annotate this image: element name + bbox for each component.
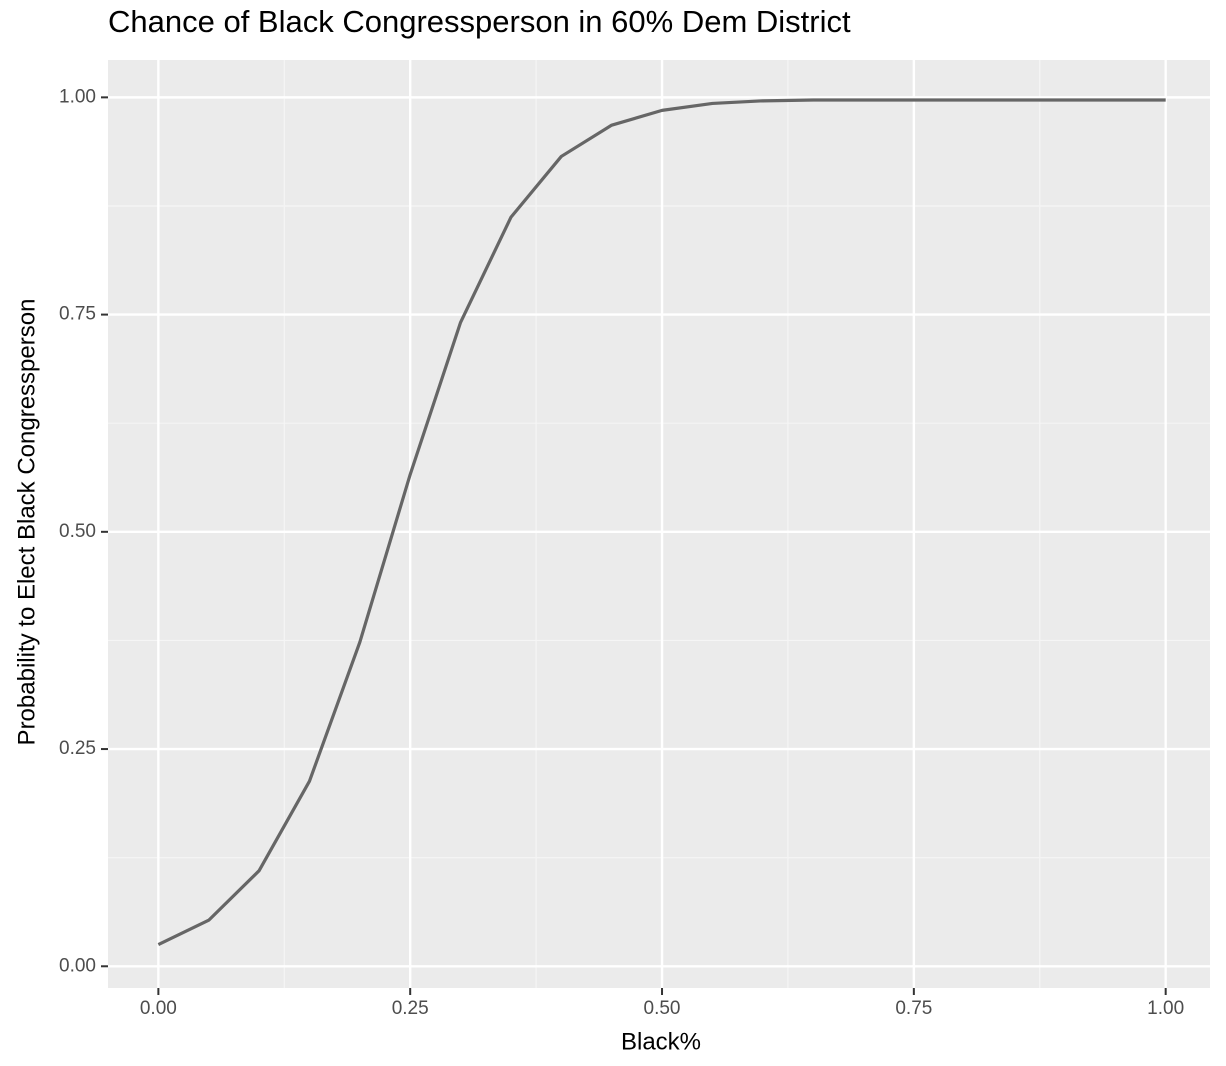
x-tick-label: 1.00 (1147, 998, 1184, 1019)
y-axis-title: Probability to Elect Black Congressperso… (13, 299, 40, 746)
chart-title: Chance of Black Congressperson in 60% De… (108, 4, 851, 39)
y-tick-label: 0.50 (59, 521, 96, 542)
x-tick-label: 0.25 (392, 998, 429, 1019)
data-line (157, 98, 1166, 946)
x-tick-label: 0.00 (140, 998, 177, 1019)
x-tick-label: 0.50 (644, 998, 681, 1019)
x-axis-title: Black% (621, 1028, 701, 1055)
y-tick-label: 1.00 (59, 86, 96, 107)
y-tick-label: 0.25 (59, 738, 96, 759)
plot-panel (108, 60, 1210, 988)
y-tick-label: 0.00 (59, 955, 96, 976)
x-tick-label: 0.75 (895, 998, 932, 1019)
y-tick-label: 0.75 (59, 304, 96, 325)
